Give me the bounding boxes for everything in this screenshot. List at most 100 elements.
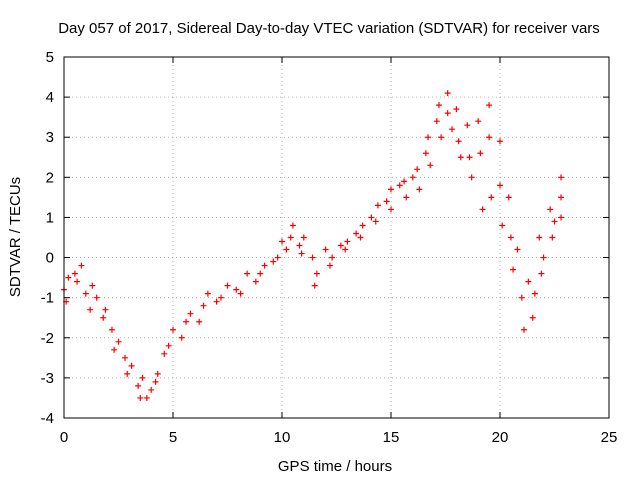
y-tick-label: 5 xyxy=(46,49,54,66)
data-point xyxy=(122,354,129,361)
data-point xyxy=(115,338,122,345)
chart-title: Day 057 of 2017, Sidereal Day-to-day VTE… xyxy=(58,20,600,37)
data-point xyxy=(475,118,482,125)
y-tick-label: -2 xyxy=(41,330,54,347)
data-point xyxy=(536,234,543,241)
data-point xyxy=(538,270,545,277)
data-point xyxy=(453,106,460,113)
data-point xyxy=(396,182,403,189)
data-point xyxy=(213,298,220,305)
data-point xyxy=(204,290,211,297)
data-point xyxy=(531,290,538,297)
data-point xyxy=(344,238,351,245)
data-point xyxy=(279,238,285,245)
data-point xyxy=(414,166,421,173)
data-point xyxy=(74,278,81,285)
data-point xyxy=(252,278,259,285)
data-point xyxy=(287,234,294,241)
data-point xyxy=(374,202,381,209)
data-point xyxy=(274,254,281,261)
data-point xyxy=(233,286,240,293)
axes: 0 5 10 15 20 25 -4 -3 -2 -1 0 1 2 3 4 5 xyxy=(41,49,618,446)
data-point xyxy=(518,294,525,301)
data-point xyxy=(435,102,442,109)
data-point xyxy=(455,138,462,145)
data-point xyxy=(479,206,486,213)
data-point xyxy=(464,122,471,129)
data-point xyxy=(257,270,264,277)
data-point xyxy=(416,186,423,193)
data-point xyxy=(100,314,107,321)
data-points xyxy=(61,90,565,401)
x-tick-label: 0 xyxy=(60,429,68,446)
data-point xyxy=(237,290,244,297)
data-point xyxy=(388,186,394,193)
data-point xyxy=(329,254,336,261)
y-tick-label: 2 xyxy=(46,169,54,186)
data-point xyxy=(137,394,144,401)
data-point xyxy=(283,246,290,253)
x-tick-label: 20 xyxy=(492,429,509,446)
data-point xyxy=(372,218,379,225)
data-point xyxy=(477,150,484,157)
data-point xyxy=(313,270,320,277)
data-point xyxy=(170,326,176,333)
data-point xyxy=(540,254,547,261)
x-tick-label: 5 xyxy=(169,429,177,446)
data-point xyxy=(244,270,251,277)
series-track-c xyxy=(65,126,565,385)
data-point xyxy=(444,90,451,97)
data-point xyxy=(82,290,89,297)
grid-lines xyxy=(64,57,609,418)
data-point xyxy=(143,394,150,401)
data-point xyxy=(128,362,135,369)
data-point xyxy=(65,274,72,281)
series-track-a xyxy=(61,90,565,401)
data-point xyxy=(135,382,142,389)
data-point xyxy=(547,206,554,213)
x-tick-label: 10 xyxy=(274,429,291,446)
data-point xyxy=(549,234,556,241)
plot-frame xyxy=(63,56,610,419)
data-point xyxy=(388,206,394,213)
data-point xyxy=(468,174,475,181)
data-point xyxy=(148,386,155,393)
y-tick-label: 0 xyxy=(46,250,54,267)
data-point xyxy=(270,258,277,265)
data-point xyxy=(161,350,168,357)
data-point xyxy=(444,110,451,117)
y-tick-label: -1 xyxy=(41,290,54,307)
data-point xyxy=(111,346,118,353)
data-point xyxy=(551,218,558,225)
data-point xyxy=(89,282,96,289)
data-point xyxy=(154,370,161,377)
data-point xyxy=(224,282,231,289)
data-point xyxy=(486,134,493,141)
data-point xyxy=(401,178,408,185)
data-point xyxy=(196,318,203,325)
data-point xyxy=(507,234,514,241)
data-point xyxy=(558,174,565,181)
data-point xyxy=(466,154,473,161)
data-point xyxy=(359,222,366,229)
data-point xyxy=(514,246,521,253)
data-point xyxy=(217,294,224,301)
data-point xyxy=(124,370,131,377)
y-tick-label: -4 xyxy=(41,410,54,427)
data-point xyxy=(102,306,109,313)
data-point xyxy=(326,262,333,269)
data-point xyxy=(261,262,268,269)
y-tick-label: 4 xyxy=(46,89,54,106)
data-point xyxy=(178,334,185,341)
data-point xyxy=(289,222,296,229)
data-point xyxy=(93,294,100,301)
data-point xyxy=(510,266,517,273)
data-point xyxy=(322,246,329,253)
data-point xyxy=(300,234,307,241)
data-point xyxy=(457,154,464,161)
data-point xyxy=(499,222,506,229)
data-point xyxy=(357,234,364,241)
data-point xyxy=(353,230,360,237)
data-point xyxy=(409,174,416,181)
data-point xyxy=(427,162,434,169)
